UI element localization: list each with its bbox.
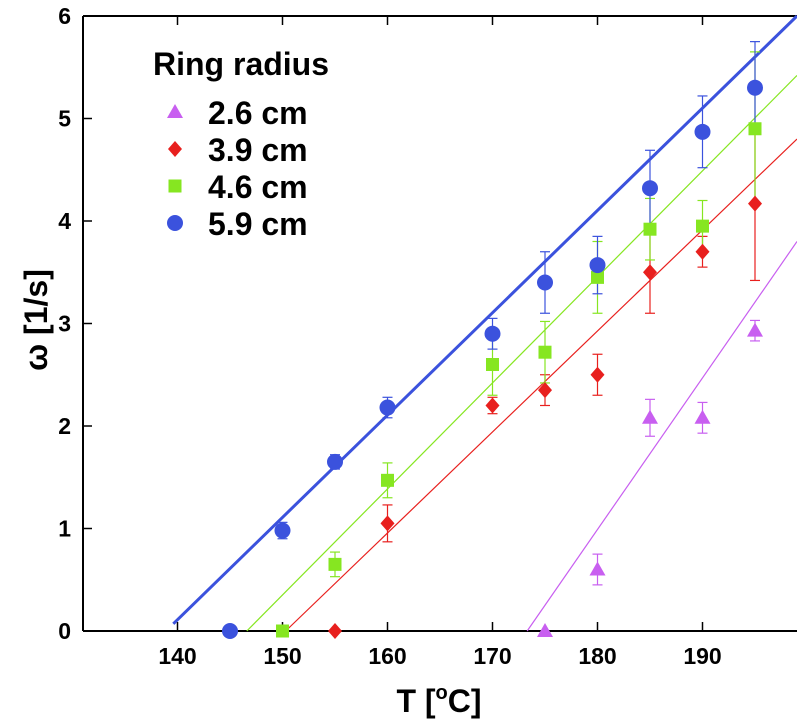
data-point-circle — [327, 453, 343, 470]
data-point-triangle — [589, 561, 606, 576]
data-point-triangle — [642, 409, 658, 424]
legend-label: 5.9 cm — [208, 206, 308, 242]
data-point-square — [696, 219, 709, 233]
x-tick-label: 140 — [158, 643, 196, 669]
y-tick-label: 2 — [58, 413, 71, 439]
data-point-diamond — [538, 382, 552, 399]
axes: 140 150 160 170 180 190 0 1 2 3 4 5 6 — [58, 3, 797, 669]
data-point-square — [591, 270, 604, 284]
fit-line-diamond — [285, 138, 797, 632]
data-point-circle — [222, 623, 238, 639]
x-tick-label: 180 — [578, 643, 616, 669]
y-tick-label: 1 — [58, 516, 71, 542]
data-point-circle — [379, 399, 396, 416]
data-point-circle — [274, 522, 291, 539]
data-point-triangle — [747, 322, 763, 337]
data-point-triangle — [694, 409, 711, 424]
data-point-square — [328, 557, 342, 571]
y-tick-label: 5 — [58, 106, 71, 132]
x-axis-label-superscript: o — [436, 682, 448, 704]
data-point-circle — [537, 274, 553, 291]
x-tick-label: 190 — [683, 643, 721, 669]
data-point-circle — [747, 79, 763, 96]
y-tick-label: 6 — [58, 3, 71, 29]
data-point-circle — [484, 325, 501, 342]
fit-line-triangle — [526, 241, 797, 632]
legend: Ring radius 2.6 cm3.9 cm4.6 cm5.9 cm — [153, 46, 329, 242]
data-point-diamond — [695, 243, 710, 260]
y-tick-label: 3 — [58, 311, 71, 337]
legend-label: 4.6 cm — [208, 169, 308, 205]
fit-line-circle — [172, 14, 797, 625]
data-point-circle — [589, 257, 606, 274]
legend-marker-triangle — [167, 104, 183, 118]
legend-label: 2.6 cm — [208, 95, 308, 131]
data-point-diamond — [380, 515, 395, 532]
data-point-circle — [642, 180, 658, 197]
legend-marker-square — [168, 179, 182, 193]
x-tick-label: 170 — [473, 643, 511, 669]
data-point-square — [538, 345, 552, 359]
data-point-diamond — [643, 264, 657, 281]
data-point-triangle — [537, 623, 553, 637]
fit-line-square — [246, 75, 797, 632]
x-tick-label: 150 — [263, 643, 301, 669]
legend-label: 3.9 cm — [208, 132, 308, 168]
legend-title: Ring radius — [153, 46, 329, 82]
data-point-diamond — [748, 195, 762, 212]
x-tick-label: 160 — [368, 643, 406, 669]
y-tick-label: 4 — [58, 208, 71, 234]
data-point-square — [276, 624, 289, 638]
data-point-diamond — [485, 397, 500, 414]
data-markers — [222, 79, 763, 639]
data-point-square — [381, 473, 394, 487]
legend-marker-circle — [167, 215, 183, 231]
data-point-square — [486, 358, 499, 371]
y-tick-label: 0 — [58, 618, 71, 644]
data-point-circle — [694, 123, 711, 140]
legend-marker-diamond — [168, 141, 182, 157]
data-point-square — [643, 222, 657, 236]
x-axis-label: T [oC] — [396, 682, 481, 719]
y-axis-label: ω [1/s] — [18, 269, 54, 371]
data-point-square — [748, 122, 762, 136]
data-point-diamond — [328, 623, 342, 639]
data-point-diamond — [590, 366, 605, 383]
axis-labels: T [oC] ω [1/s] — [18, 269, 482, 719]
